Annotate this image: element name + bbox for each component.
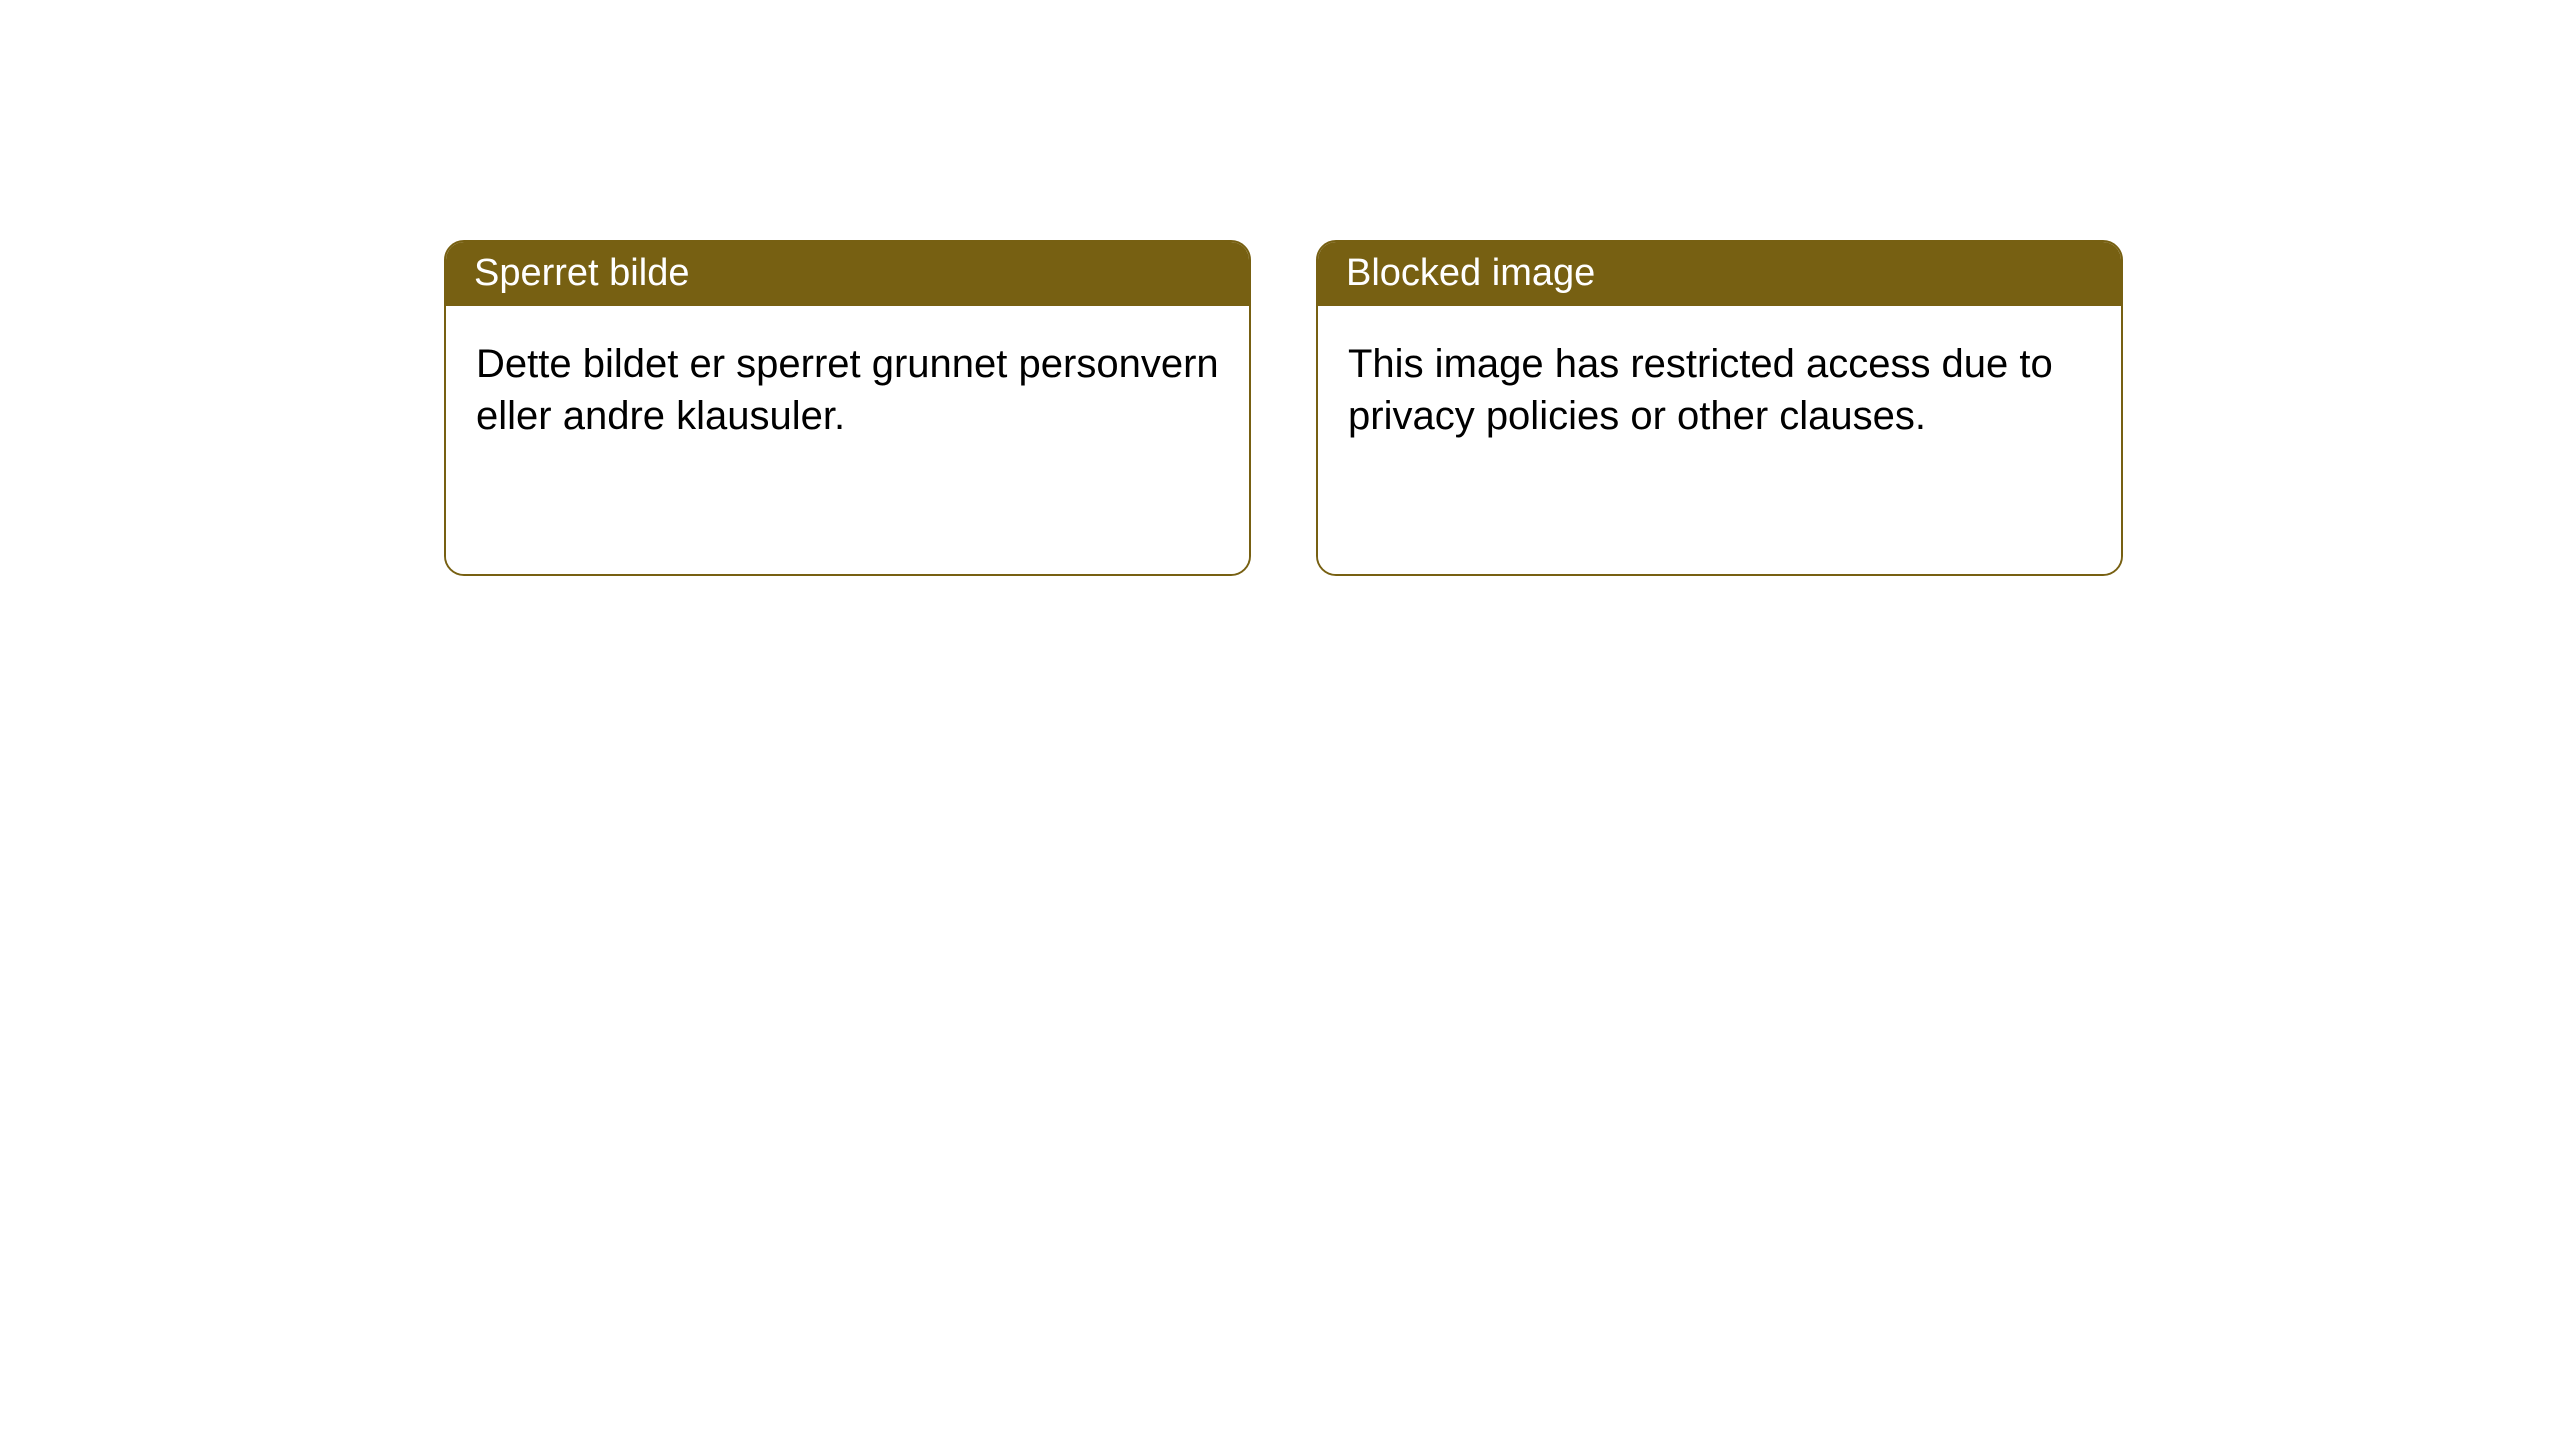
card-body-no: Dette bildet er sperret grunnet personve… (446, 306, 1249, 574)
card-body-en: This image has restricted access due to … (1318, 306, 2121, 574)
blocked-image-card-en: Blocked image This image has restricted … (1316, 240, 2123, 576)
blocked-image-card-no: Sperret bilde Dette bildet er sperret gr… (444, 240, 1251, 576)
card-header-no: Sperret bilde (446, 242, 1249, 306)
card-header-en: Blocked image (1318, 242, 2121, 306)
cards-container: Sperret bilde Dette bildet er sperret gr… (0, 0, 2560, 576)
